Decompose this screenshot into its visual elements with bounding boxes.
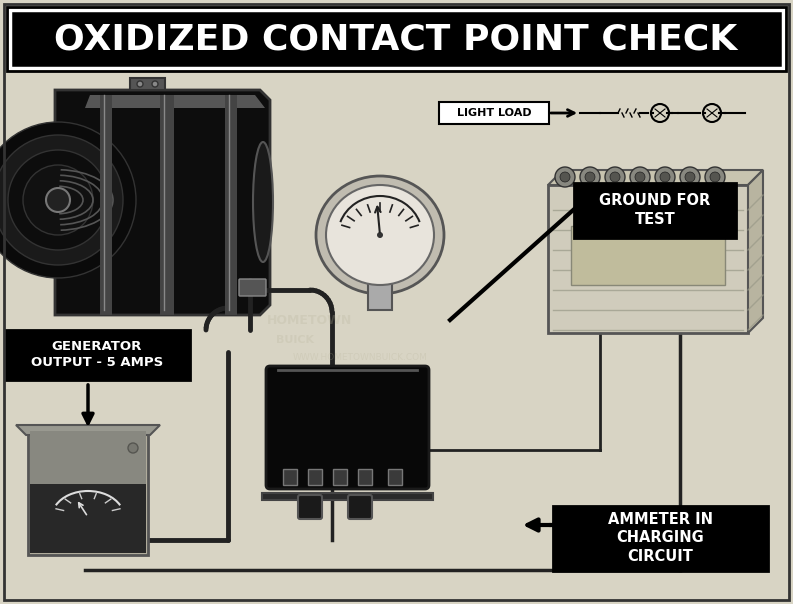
Circle shape <box>705 167 725 187</box>
Ellipse shape <box>316 176 444 294</box>
Text: GENERATOR
OUTPUT - 5 AMPS: GENERATOR OUTPUT - 5 AMPS <box>31 341 163 370</box>
FancyBboxPatch shape <box>283 469 297 485</box>
FancyBboxPatch shape <box>30 431 146 484</box>
Circle shape <box>0 122 136 278</box>
Polygon shape <box>262 493 433 500</box>
Polygon shape <box>55 90 270 315</box>
Circle shape <box>0 135 123 265</box>
FancyBboxPatch shape <box>100 95 112 315</box>
Circle shape <box>377 232 383 238</box>
Text: GROUND FOR
TEST: GROUND FOR TEST <box>600 193 711 226</box>
FancyBboxPatch shape <box>239 279 266 296</box>
Circle shape <box>152 81 158 87</box>
FancyBboxPatch shape <box>225 95 237 315</box>
FancyBboxPatch shape <box>548 185 748 333</box>
Circle shape <box>685 172 695 182</box>
Polygon shape <box>748 170 763 333</box>
FancyBboxPatch shape <box>358 469 372 485</box>
FancyBboxPatch shape <box>439 102 549 124</box>
Circle shape <box>635 172 645 182</box>
FancyBboxPatch shape <box>388 469 402 485</box>
Polygon shape <box>16 425 160 435</box>
FancyBboxPatch shape <box>298 495 322 519</box>
FancyBboxPatch shape <box>553 506 768 571</box>
Circle shape <box>580 167 600 187</box>
Circle shape <box>710 172 720 182</box>
Circle shape <box>8 150 108 250</box>
Polygon shape <box>130 78 165 90</box>
FancyBboxPatch shape <box>571 226 725 285</box>
FancyBboxPatch shape <box>28 430 148 555</box>
Text: WWW.HOMETOWNBUICK.COM: WWW.HOMETOWNBUICK.COM <box>293 353 427 362</box>
FancyBboxPatch shape <box>308 469 322 485</box>
FancyBboxPatch shape <box>160 95 174 315</box>
Circle shape <box>560 172 570 182</box>
Circle shape <box>605 167 625 187</box>
Circle shape <box>610 172 620 182</box>
FancyBboxPatch shape <box>574 182 736 237</box>
Circle shape <box>555 167 575 187</box>
Circle shape <box>46 188 70 212</box>
FancyBboxPatch shape <box>348 495 372 519</box>
Circle shape <box>137 81 143 87</box>
Ellipse shape <box>326 185 434 285</box>
Circle shape <box>630 167 650 187</box>
FancyBboxPatch shape <box>368 280 392 310</box>
Ellipse shape <box>253 142 273 262</box>
Circle shape <box>585 172 595 182</box>
Circle shape <box>128 443 138 453</box>
FancyBboxPatch shape <box>333 469 347 485</box>
Text: BUICK: BUICK <box>276 335 314 345</box>
Polygon shape <box>548 170 763 185</box>
FancyBboxPatch shape <box>266 366 429 489</box>
Polygon shape <box>85 95 265 108</box>
FancyBboxPatch shape <box>5 330 190 380</box>
Circle shape <box>660 172 670 182</box>
FancyBboxPatch shape <box>30 484 146 553</box>
Circle shape <box>655 167 675 187</box>
Text: LIGHT LOAD: LIGHT LOAD <box>457 108 531 118</box>
Circle shape <box>680 167 700 187</box>
Text: AMMETER IN
CHARGING
CIRCUIT: AMMETER IN CHARGING CIRCUIT <box>607 512 712 564</box>
FancyBboxPatch shape <box>10 10 783 68</box>
Text: OXIDIZED CONTACT POINT CHECK: OXIDIZED CONTACT POINT CHECK <box>55 22 737 56</box>
Text: HOMETOWN: HOMETOWN <box>267 313 353 327</box>
Circle shape <box>23 165 93 235</box>
